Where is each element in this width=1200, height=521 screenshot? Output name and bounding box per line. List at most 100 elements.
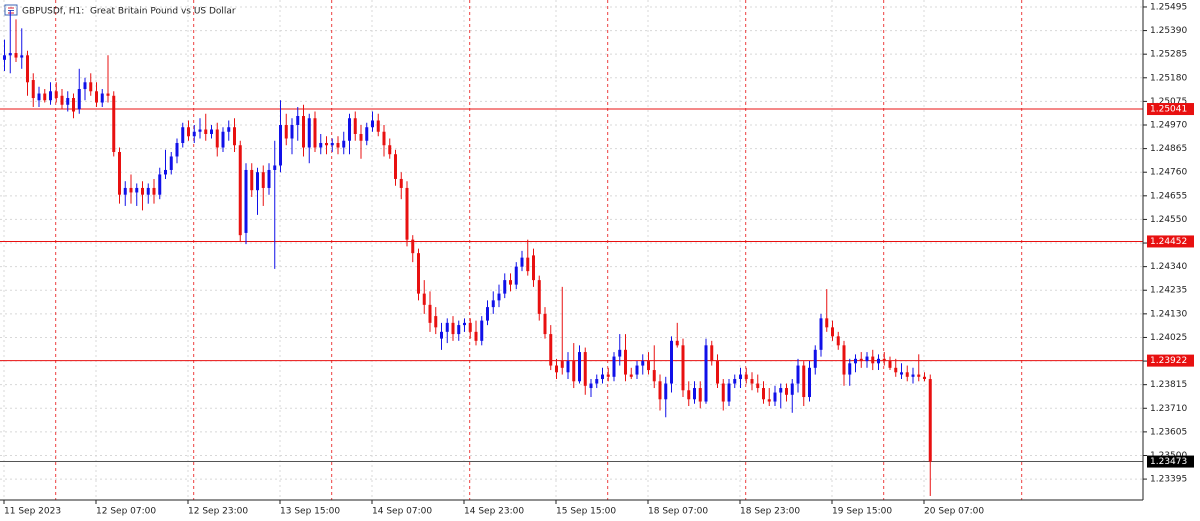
candle-body — [549, 334, 553, 366]
candle-body — [54, 91, 58, 99]
candle-body — [123, 187, 127, 195]
y-tick-label: 1.24760 — [1150, 168, 1187, 178]
candle-body — [733, 379, 737, 384]
candle-body — [233, 127, 236, 146]
candle-body — [417, 253, 420, 294]
y-tick-label: 1.24025 — [1150, 333, 1187, 343]
level-label: 1.23922 — [1150, 356, 1187, 366]
y-tick-label: 1.24130 — [1150, 309, 1187, 319]
candle-body — [146, 187, 150, 195]
candle-body — [589, 383, 593, 389]
candle-body — [181, 127, 185, 143]
candle-body — [261, 172, 265, 188]
candle-body — [221, 131, 225, 148]
candle-body — [325, 142, 328, 146]
candle-body — [566, 361, 570, 373]
candle-body — [583, 352, 587, 386]
level-label: 1.24452 — [1150, 237, 1187, 247]
candle-body — [911, 374, 915, 377]
y-tick-label: 1.25075 — [1150, 97, 1187, 107]
candle-body — [773, 392, 777, 402]
candle-body — [411, 239, 415, 254]
y-tick-label: 1.23815 — [1150, 380, 1187, 390]
candle-body — [750, 379, 754, 384]
candle-body — [894, 367, 898, 373]
candle-body — [710, 345, 714, 362]
candle-body — [675, 340, 679, 346]
candle-body — [923, 376, 926, 380]
candle-body — [503, 280, 507, 294]
candle-body — [572, 361, 576, 382]
candle-body — [187, 127, 190, 137]
candle-body — [744, 374, 748, 380]
candle-body — [279, 125, 282, 166]
level-label-box — [1147, 235, 1194, 248]
candle-body — [486, 307, 489, 321]
candle-body — [652, 370, 656, 382]
x-tick-label: 11 Sep 2023 — [4, 507, 61, 517]
candle-body — [831, 327, 834, 337]
candle-body — [647, 361, 650, 371]
candle-body — [445, 322, 449, 332]
candle-body — [20, 55, 24, 58]
candle-body — [721, 383, 725, 402]
y-tick-label: 1.23710 — [1150, 404, 1187, 414]
candle-body — [825, 318, 829, 328]
candle-body — [491, 300, 495, 308]
candle-body — [836, 336, 840, 346]
candle-body — [468, 322, 472, 332]
candle-body — [307, 118, 311, 148]
candle-body — [238, 145, 242, 236]
y-tick-label: 1.23395 — [1150, 475, 1187, 485]
candle-body — [313, 118, 317, 148]
candle-body — [497, 293, 501, 301]
candle-body — [882, 358, 886, 362]
candle-body — [802, 365, 806, 398]
x-tick-label: 14 Sep 23:00 — [464, 507, 524, 517]
candle-body — [405, 187, 409, 240]
candle-body — [330, 142, 334, 146]
candle-body — [514, 266, 518, 285]
candle-body — [560, 361, 564, 368]
chart-title: GBPUSDf, H1: Great Britain Pound vs US D… — [22, 7, 236, 17]
candle-body — [371, 120, 374, 128]
candle-body — [376, 120, 380, 132]
candle-body — [66, 98, 70, 105]
candle-body — [537, 280, 541, 314]
candle-body — [302, 116, 305, 148]
candle-body — [290, 125, 294, 139]
candle-body — [842, 345, 846, 375]
candle-body — [359, 133, 363, 141]
candle-body — [284, 125, 288, 139]
candle-body — [555, 365, 558, 373]
candle-body — [658, 381, 662, 400]
candle-body — [877, 358, 880, 364]
y-tick-label: 1.24340 — [1150, 262, 1187, 272]
candle-body — [8, 53, 12, 56]
x-tick-label: 14 Sep 07:00 — [372, 507, 432, 517]
y-tick-label: 1.24655 — [1150, 191, 1187, 201]
candle-body — [900, 372, 903, 375]
candle-body — [457, 325, 461, 335]
candle-body — [215, 129, 219, 148]
candle-body — [434, 316, 438, 328]
candle-body — [169, 156, 173, 170]
x-tick-label: 18 Sep 23:00 — [740, 507, 800, 517]
candle-body — [3, 55, 6, 60]
candle-body — [595, 379, 599, 384]
candle-body — [112, 95, 116, 152]
x-tick-label: 12 Sep 07:00 — [96, 507, 156, 517]
candle-body — [917, 374, 921, 377]
candle-body — [141, 187, 144, 195]
candle-body — [72, 98, 75, 112]
candle-body — [618, 349, 622, 357]
candle-body — [670, 340, 673, 384]
candle-body — [854, 358, 857, 364]
x-tick-label: 13 Sep 15:00 — [280, 507, 340, 517]
y-tick-label: 1.24970 — [1150, 121, 1187, 131]
candle-body — [106, 93, 110, 96]
candle-body — [624, 349, 627, 375]
candle-body — [693, 388, 696, 400]
candle-body — [704, 345, 708, 402]
level-label-box — [1147, 354, 1194, 367]
